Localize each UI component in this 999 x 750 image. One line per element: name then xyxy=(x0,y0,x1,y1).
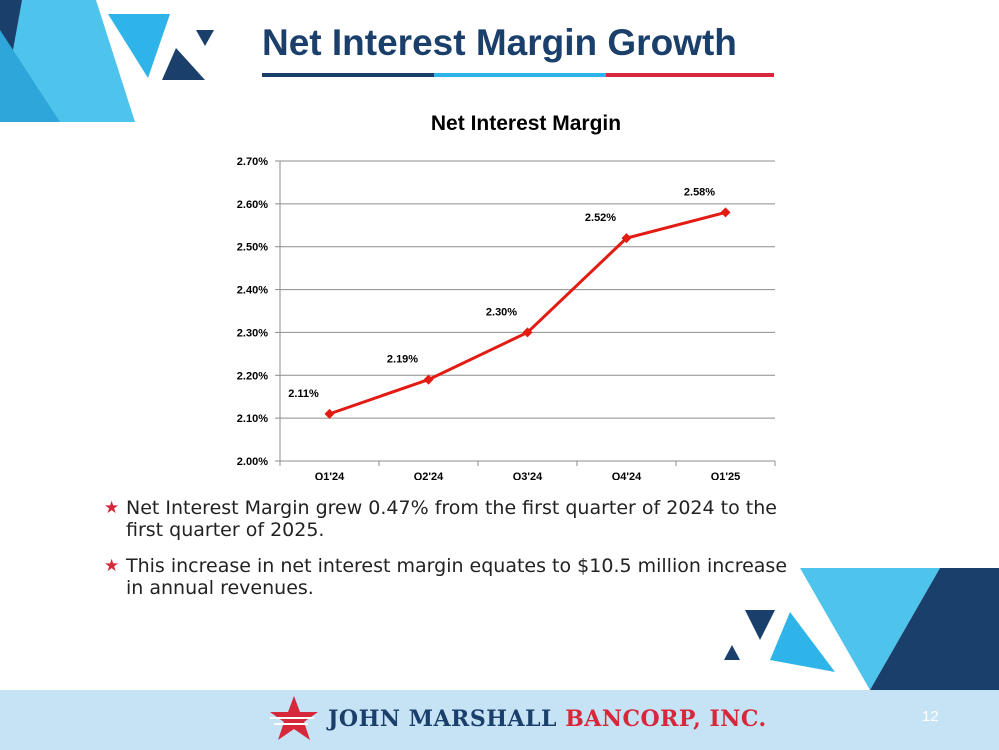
bullet-text: Net Interest Margin grew 0.47% from the … xyxy=(126,497,777,541)
star-logo-icon xyxy=(270,696,318,740)
y-tick-label: 2.10% xyxy=(237,413,268,425)
star-bullet-icon: ★ xyxy=(104,498,120,518)
chart-container: Net Interest Margin 2.00% 2.10% 2.20% 2.30%… xyxy=(215,100,785,483)
bullet-list: ★ Net Interest Margin grew 0.47% from th… xyxy=(104,497,804,613)
y-tick-label: 2.50% xyxy=(237,242,268,254)
logo-bancorp: BANCORP, INC. xyxy=(565,706,767,732)
data-label: 2.19% xyxy=(387,354,418,366)
chart-title: Net Interest Margin xyxy=(431,112,621,135)
y-tick-label: 2.20% xyxy=(237,370,268,382)
data-label: 2.52% xyxy=(585,212,616,224)
data-label: 2.11% xyxy=(288,388,319,400)
series-line xyxy=(329,210,726,416)
data-point-marker xyxy=(621,233,632,244)
data-point-marker xyxy=(324,408,335,419)
bullet-item: ★ Net Interest Margin grew 0.47% from th… xyxy=(104,497,804,541)
data-point-marker xyxy=(720,207,731,218)
y-tick-label: 2.00% xyxy=(237,456,268,468)
data-label: 2.58% xyxy=(684,186,715,198)
company-logo: JOHN MARSHALL BANCORP, INC. xyxy=(268,694,767,744)
x-tick-label: Q3'24 xyxy=(513,471,543,480)
line-chart: Net Interest Margin 2.00% 2.10% 2.20% 2.30%… xyxy=(237,112,776,483)
y-tick-label: 2.30% xyxy=(237,327,268,339)
page-number: 12 xyxy=(922,708,939,725)
title-rule-blue xyxy=(434,73,606,77)
x-tick-label: Q2'24 xyxy=(414,471,444,480)
bullet-text: This increase in net interest margin equ… xyxy=(126,555,788,599)
star-bullet-icon: ★ xyxy=(104,556,120,576)
logo-name: JOHN MARSHALL xyxy=(328,706,558,732)
data-point-marker xyxy=(522,327,533,338)
y-tick-label: 2.60% xyxy=(237,199,268,211)
footer-band xyxy=(0,690,999,750)
data-label: 2.30% xyxy=(486,306,517,318)
x-tick-label: Q1'24 xyxy=(315,471,345,480)
title-rule-navy xyxy=(262,73,434,77)
y-tick-label: 2.40% xyxy=(237,285,268,297)
bullet-item: ★ This increase in net interest margin e… xyxy=(104,555,804,599)
y-tick-label: 2.70% xyxy=(237,156,268,168)
x-tick-label: Q1'25 xyxy=(711,471,741,480)
data-point-marker xyxy=(423,374,434,385)
title-rule-red xyxy=(606,73,774,77)
slide-title: Net Interest Margin Growth xyxy=(262,22,737,63)
x-tick-label: Q4'24 xyxy=(612,471,642,480)
